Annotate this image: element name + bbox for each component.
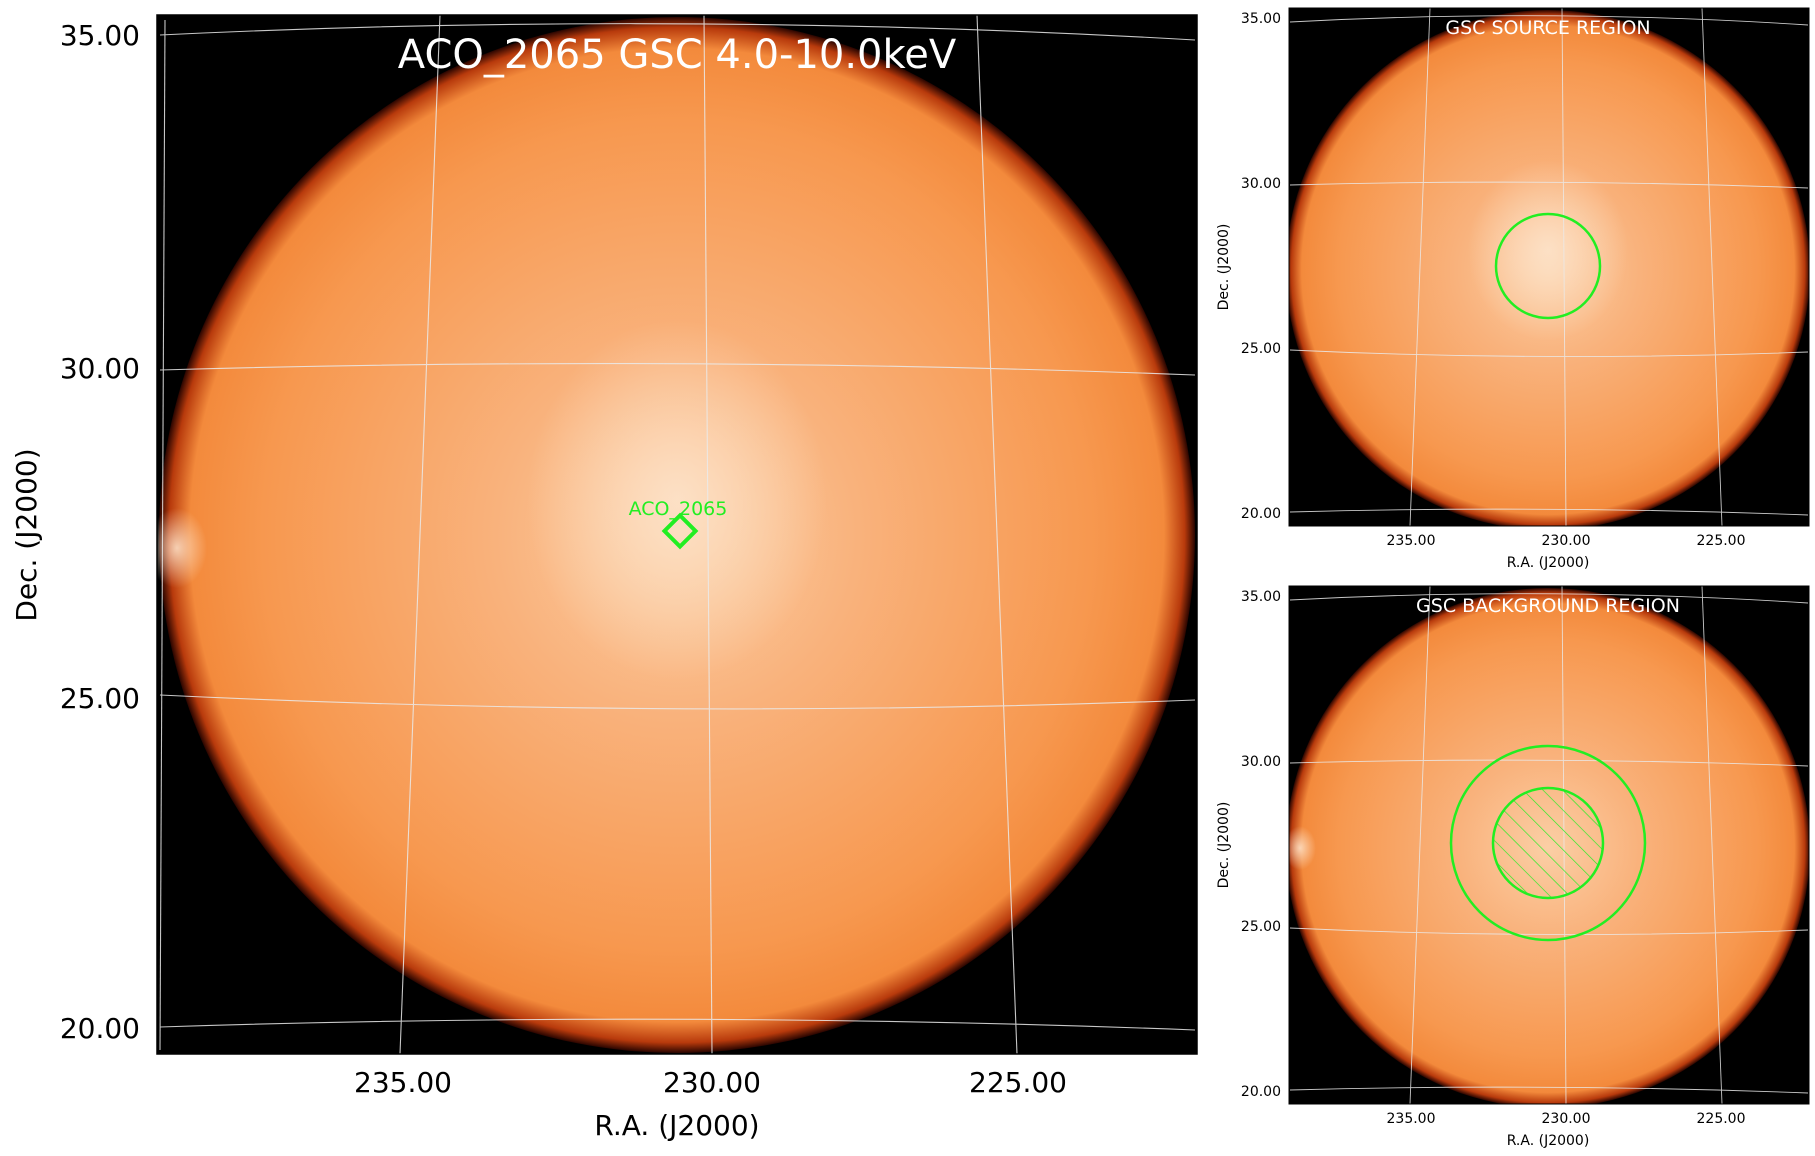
source-coordinate-grid	[1289, 8, 1809, 526]
main-center-glow	[527, 320, 827, 680]
source-label: ACO_2065	[629, 498, 728, 520]
background-ra-tick: 230.00	[1542, 1111, 1591, 1127]
source-region-circle	[1494, 212, 1602, 320]
background-region-panel: GSC BACKGROUND REGION 35.00 30.00 25.00 …	[1216, 585, 1810, 1149]
background-annulus-outer	[1449, 744, 1647, 942]
background-ra-tick: 235.00	[1387, 1111, 1436, 1127]
main-dec-tick: 35.00	[60, 19, 140, 52]
background-ra-tick: 225.00	[1697, 1111, 1746, 1127]
source-dec-tick: 20.00	[1241, 506, 1281, 522]
source-center-glow	[1468, 160, 1628, 340]
source-ra-tick: 235.00	[1387, 533, 1436, 549]
main-coordinate-grid	[159, 15, 1196, 1054]
background-ylabel: Dec. (J2000)	[1216, 802, 1232, 889]
background-excluded-inner	[1491, 786, 1605, 900]
main-dec-tick: 25.00	[60, 682, 140, 715]
main-ra-tick: 225.00	[969, 1066, 1067, 1099]
background-dec-tick: 20.00	[1241, 1084, 1281, 1100]
main-ra-tick: 230.00	[663, 1066, 761, 1099]
source-diamond-marker	[661, 512, 699, 550]
main-ra-tick: 235.00	[354, 1066, 452, 1099]
source-dec-tick: 30.00	[1241, 176, 1281, 192]
background-edge-blob	[1289, 826, 1316, 870]
background-dec-tick: 30.00	[1241, 754, 1281, 770]
source-panel-title: GSC SOURCE REGION	[1445, 17, 1650, 39]
background-dec-tick: 25.00	[1241, 919, 1281, 935]
source-ra-tick: 225.00	[1697, 533, 1746, 549]
background-panel-title: GSC BACKGROUND REGION	[1416, 595, 1680, 617]
main-dec-tick: 30.00	[60, 352, 140, 385]
main-xlabel: R.A. (J2000)	[594, 1109, 759, 1142]
source-ylabel: Dec. (J2000)	[1216, 224, 1232, 311]
background-dec-tick: 35.00	[1241, 589, 1281, 605]
source-dec-tick: 35.00	[1241, 11, 1281, 27]
background-xlabel: R.A. (J2000)	[1507, 1133, 1590, 1149]
source-dec-tick: 25.00	[1241, 341, 1281, 357]
main-ylabel: Dec. (J2000)	[10, 448, 43, 621]
source-region-panel: GSC SOURCE REGION 35.00 30.00 25.00 20.0…	[1216, 7, 1810, 571]
source-xlabel: R.A. (J2000)	[1507, 555, 1590, 571]
source-ra-tick: 230.00	[1542, 533, 1591, 549]
background-coordinate-grid	[1289, 586, 1809, 1104]
main-panel: ACO_2065 ACO_2065 GSC 4.0-10.0keV 35.00 …	[10, 14, 1198, 1142]
main-title: ACO_2065 GSC 4.0-10.0keV	[398, 32, 957, 78]
main-edge-blob	[157, 508, 207, 588]
main-dec-tick: 20.00	[60, 1012, 140, 1045]
